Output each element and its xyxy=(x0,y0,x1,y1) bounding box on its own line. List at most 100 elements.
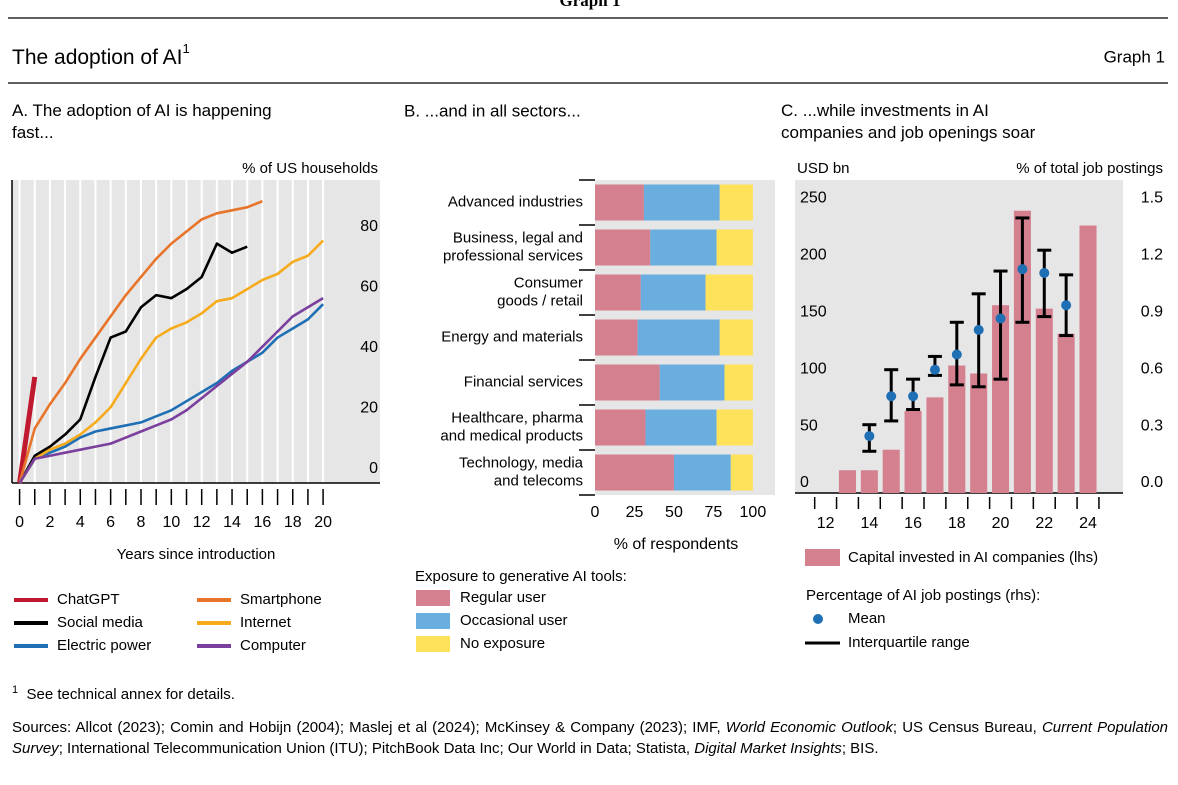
footnote-mark: 1 xyxy=(12,684,19,696)
legend-label: Mean xyxy=(848,610,886,627)
mean-dot xyxy=(886,391,897,402)
y2-tick-label: 0.0 xyxy=(1141,474,1163,491)
legend-swatch xyxy=(416,590,450,606)
y-axis-label: USD bn xyxy=(797,160,850,177)
bar-segment xyxy=(716,409,753,446)
bar xyxy=(970,373,988,493)
x-tick-label: 2 xyxy=(45,514,54,531)
mean-dot xyxy=(1039,267,1050,278)
mean-dot xyxy=(973,324,984,335)
legend-label: Occasional user xyxy=(460,612,568,629)
line-series xyxy=(18,242,248,484)
line-series xyxy=(18,303,325,484)
mean-dot xyxy=(951,349,962,360)
source-segment: ; BIS. xyxy=(841,740,879,757)
source-segment: Sources: Allcot (2023); Comin and Hobijn… xyxy=(12,719,726,736)
x-tick-label: 18 xyxy=(284,514,302,531)
error-bar xyxy=(993,269,1008,381)
footnote: 1 See technical annex for details. xyxy=(12,680,1168,705)
x-tick-label: 25 xyxy=(626,504,644,521)
plot-area xyxy=(12,180,380,483)
panel-title: C. ...while investments in AI companies a… xyxy=(781,101,1036,142)
category-label: Financial services xyxy=(464,373,583,390)
legend-label: Interquartile range xyxy=(848,634,970,651)
bar-segment xyxy=(730,454,753,491)
source-segment: Current Population Survey xyxy=(12,719,1169,757)
x-tick-label: 20 xyxy=(314,514,332,531)
legend-label: Smartphone xyxy=(240,591,322,608)
x-tick-label: 0 xyxy=(15,514,24,531)
line-series xyxy=(18,297,324,484)
y2-tick-label: 1.2 xyxy=(1141,247,1163,264)
bar-segment xyxy=(719,184,753,221)
legend-label: Social media xyxy=(57,614,144,631)
legend-label: Computer xyxy=(240,637,306,654)
source-segment: ; International Telecommunication Union … xyxy=(58,740,695,757)
y-tick-label: 60 xyxy=(360,278,378,295)
x-tick-label: 14 xyxy=(223,514,241,531)
panel-title: A. The adoption of AI is happening fast..… xyxy=(12,101,272,142)
bar-segment xyxy=(719,319,753,356)
category-label: Business, legal and professional services xyxy=(443,229,583,264)
category-label: Energy and materials xyxy=(441,328,583,345)
x-tick-label: 0 xyxy=(591,504,600,521)
x-tick-label: 4 xyxy=(76,514,85,531)
bar-segment xyxy=(637,319,720,356)
caption: Graph 1 xyxy=(560,0,621,10)
x-tick-label: 10 xyxy=(162,514,180,531)
y-tick-label: 250 xyxy=(800,190,827,207)
y-tick-label: 100 xyxy=(800,360,827,377)
y2-tick-label: 0.3 xyxy=(1141,417,1163,434)
mean-dot xyxy=(1061,300,1072,311)
category-label: Advanced industries xyxy=(448,193,583,210)
error-bar xyxy=(1037,248,1052,319)
x-tick-label: 8 xyxy=(137,514,146,531)
legend-swatch xyxy=(416,613,450,629)
legend-label: ChatGPT xyxy=(57,591,120,608)
x-tick-label: 12 xyxy=(193,514,211,531)
legend-title: Percentage of AI job postings (rhs): xyxy=(806,587,1040,604)
bar xyxy=(992,305,1010,493)
bar-segment xyxy=(595,229,651,266)
y-tick-label: 40 xyxy=(360,339,378,356)
figure-title: The adoption of AI1 xyxy=(12,41,190,68)
error-bar xyxy=(971,292,986,389)
notes: 1 See technical annex for details. Sourc… xyxy=(12,684,1168,759)
bar-segment xyxy=(716,229,753,266)
bar-segment xyxy=(645,409,717,446)
graph-label: Graph 1 xyxy=(1104,47,1165,66)
bar-segment xyxy=(595,319,638,356)
line-series xyxy=(18,200,263,484)
y-tick-label: 50 xyxy=(800,417,818,434)
mean-dot xyxy=(1017,264,1028,275)
y-tick-label: 0 xyxy=(369,460,378,477)
y-tick-label: 20 xyxy=(360,400,378,417)
bar-segment xyxy=(595,364,660,401)
legend-dot xyxy=(813,614,823,624)
x-tick-label: 18 xyxy=(948,515,966,532)
category-label: Consumer goods / retail xyxy=(497,274,583,309)
bar-segment xyxy=(724,364,753,401)
bar xyxy=(860,470,878,493)
x-tick-label: 16 xyxy=(253,514,271,531)
legend-label: No exposure xyxy=(460,635,545,652)
bar-segment xyxy=(659,364,725,401)
bar-segment xyxy=(595,274,641,311)
source-segment: ; US Census Bureau, xyxy=(892,719,1042,736)
x-tick-label: 24 xyxy=(1079,515,1097,532)
bar xyxy=(904,411,922,493)
y2-tick-label: 0.6 xyxy=(1141,360,1163,377)
y-tick-label: 200 xyxy=(800,247,827,264)
sources: Sources: Allcot (2023); Comin and Hobijn… xyxy=(12,717,1168,759)
x-tick-label: 16 xyxy=(904,515,922,532)
source-segment: Digital Market Insights xyxy=(694,740,842,757)
bar xyxy=(1057,333,1075,493)
y2-tick-label: 1.5 xyxy=(1141,190,1163,207)
x-tick-label: 14 xyxy=(860,515,878,532)
legend-swatch xyxy=(805,549,840,566)
bar-segment xyxy=(673,454,731,491)
x-axis-label: % of respondents xyxy=(614,536,739,553)
bar-segment xyxy=(705,274,753,311)
line-series xyxy=(17,376,38,484)
